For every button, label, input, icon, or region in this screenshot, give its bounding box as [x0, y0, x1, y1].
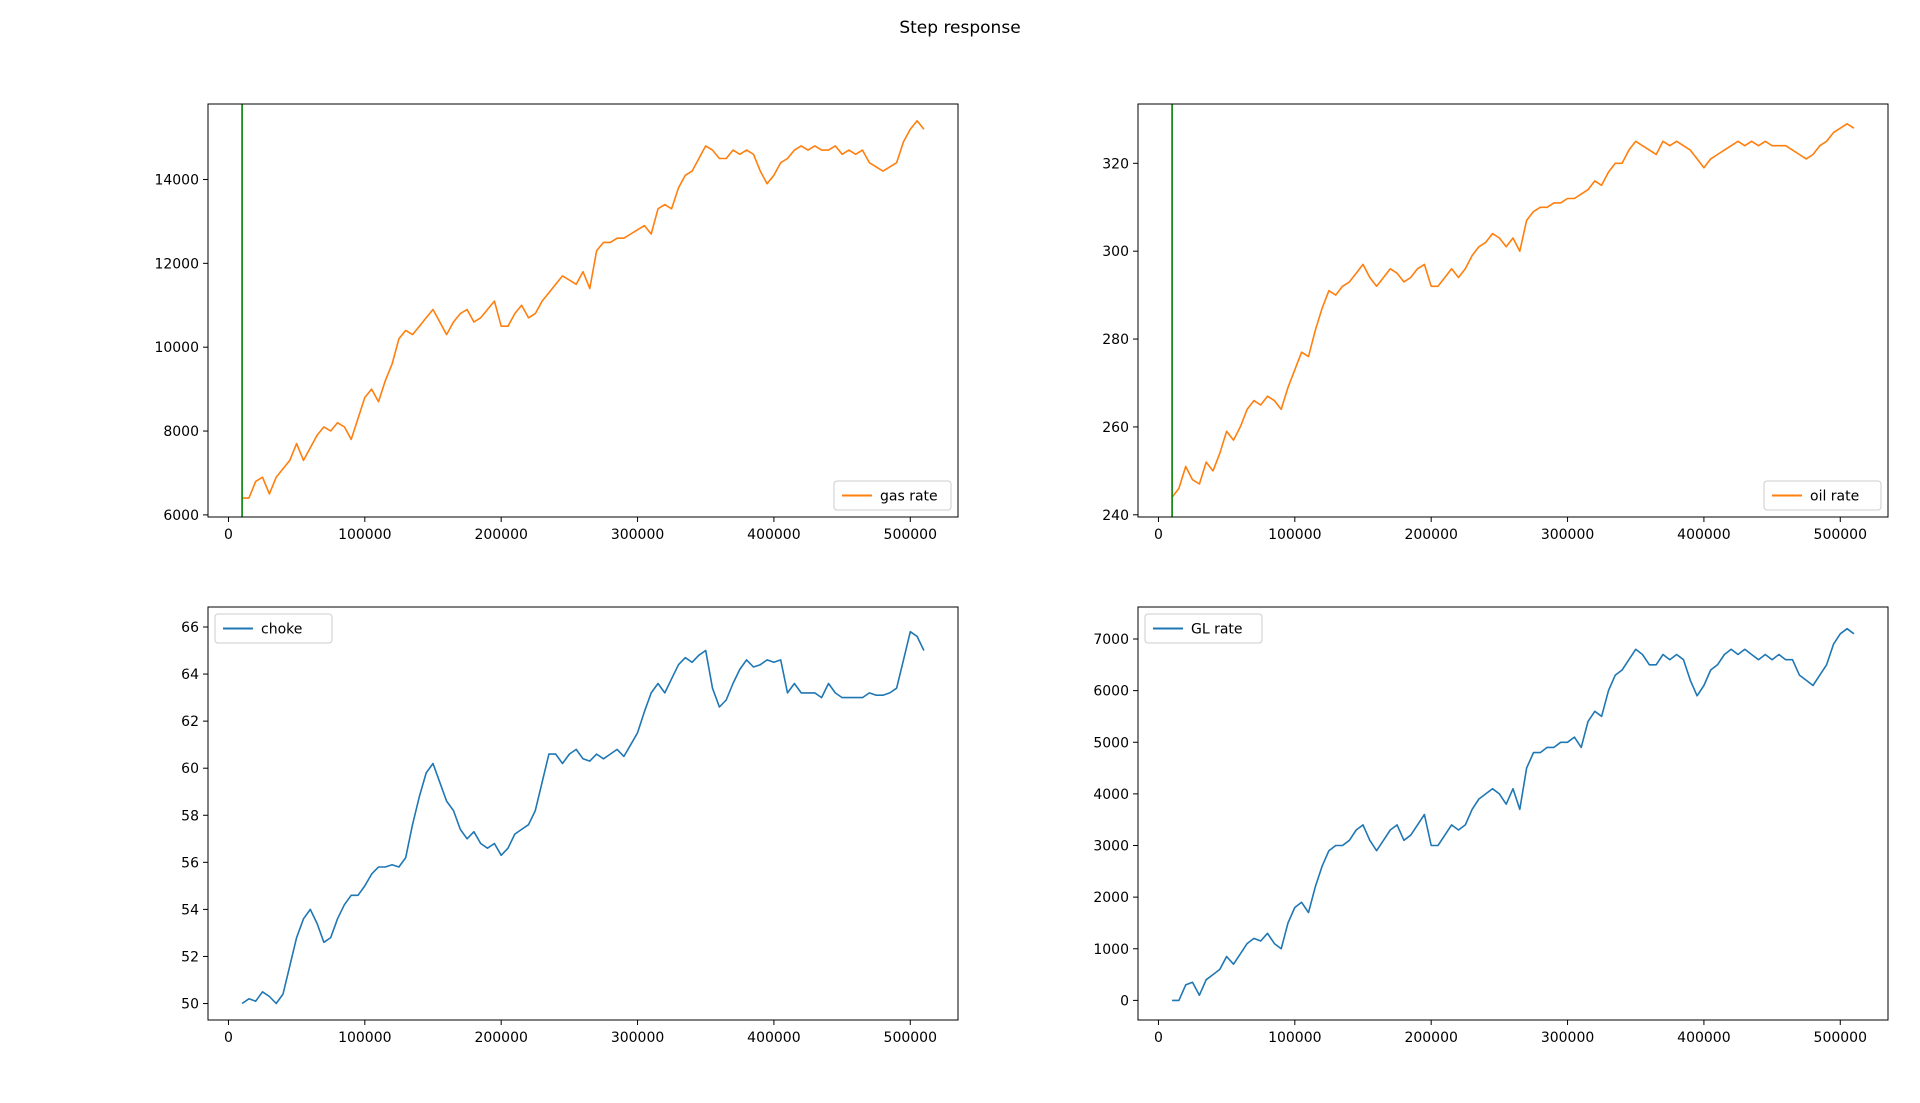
gl-rate-series-line	[1172, 627, 1855, 1002]
gas-rate-x-tick-label: 500000	[884, 527, 937, 543]
gl-rate-y-tick-label: 2000	[1093, 890, 1129, 906]
oil-rate-legend-label: oil rate	[1810, 489, 1859, 505]
choke-panel: 0 100000 200000 300000 400000 500000 50 52 54 56 5…	[181, 606, 959, 1046]
oil-rate-x-tick-label: 0	[1154, 527, 1163, 543]
choke-x-tick-label: 400000	[747, 1030, 800, 1046]
oil-rate-y-tick-label: 260	[1102, 420, 1129, 436]
figure-title: Step response	[899, 18, 1021, 38]
gas-rate-y-tick-label: 12000	[154, 256, 199, 272]
gl-rate-panel: 0 100000 200000 300000 400000 500000 0 1000 2000…	[1093, 606, 1889, 1046]
gl-rate-y-tick-label: 3000	[1093, 839, 1129, 855]
gas-rate-y-tick-label: 6000	[163, 508, 199, 524]
oil-rate-axes-frame	[1137, 103, 1889, 518]
gl-rate-y-tick-label: 7000	[1093, 632, 1129, 648]
choke-x-tick-label: 200000	[474, 1030, 527, 1046]
choke-x-tick-label: 300000	[611, 1030, 664, 1046]
choke-y-tick-label: 64	[181, 667, 199, 683]
gas-rate-panel: 0 100000 200000 300000 400000 500000 6000 8000 1…	[154, 103, 959, 543]
gl-rate-x-tick-label: 400000	[1677, 1030, 1730, 1046]
gl-rate-x-tick-label: 0	[1154, 1030, 1163, 1046]
gas-rate-x-tick-label: 0	[224, 527, 233, 543]
gas-rate-legend: gas rate	[833, 480, 952, 511]
choke-axes-frame	[207, 606, 959, 1021]
choke-series-line	[241, 630, 925, 1005]
choke-y-tick-label: 50	[181, 997, 199, 1013]
choke-x-tick-label: 0	[224, 1030, 233, 1046]
choke-legend: choke	[214, 613, 333, 644]
choke-y-tick-label: 58	[181, 808, 199, 824]
gas-rate-axes-frame	[207, 103, 959, 518]
choke-x-tick-label: 100000	[338, 1030, 391, 1046]
oil-rate-series-line	[1171, 123, 1855, 498]
gl-rate-y-tick-label: 1000	[1093, 942, 1129, 958]
gas-rate-legend-box	[833, 480, 952, 511]
gas-rate-x-tick-label: 100000	[338, 527, 391, 543]
oil-rate-y-tick-label: 240	[1102, 508, 1129, 524]
choke-y-tick-label: 54	[181, 902, 199, 918]
gl-rate-legend-box	[1144, 613, 1263, 644]
oil-rate-x-tick-label: 400000	[1677, 527, 1730, 543]
gl-rate-legend: GL rate	[1144, 613, 1263, 644]
oil-rate-y-tick-label: 300	[1102, 244, 1129, 260]
oil-rate-panel: 0 100000 200000 300000 400000 500000 240 260 280…	[1102, 103, 1889, 543]
oil-rate-legend-box	[1763, 480, 1882, 511]
choke-y-tick-label: 60	[181, 761, 199, 777]
oil-rate-y-tick-label: 320	[1102, 156, 1129, 172]
gl-rate-axes-frame	[1137, 606, 1889, 1021]
oil-rate-y-tick-label: 280	[1102, 332, 1129, 348]
gl-rate-y-tick-label: 6000	[1093, 684, 1129, 700]
gas-rate-x-tick-label: 400000	[747, 527, 800, 543]
gl-rate-x-tick-label: 300000	[1541, 1030, 1594, 1046]
oil-rate-x-tick-label: 200000	[1404, 527, 1457, 543]
gas-rate-y-tick-label: 8000	[163, 424, 199, 440]
choke-legend-label: choke	[261, 622, 302, 638]
oil-rate-x-tick-label: 500000	[1814, 527, 1867, 543]
gas-rate-y-tick-label: 10000	[154, 340, 199, 356]
choke-legend-box	[214, 613, 333, 644]
gl-rate-x-tick-label: 200000	[1404, 1030, 1457, 1046]
gl-rate-legend-label: GL rate	[1191, 622, 1243, 638]
gl-rate-x-tick-label: 100000	[1268, 1030, 1321, 1046]
gas-rate-x-tick-label: 200000	[474, 527, 527, 543]
choke-x-tick-label: 500000	[884, 1030, 937, 1046]
gas-rate-y-tick-label: 14000	[154, 172, 199, 188]
oil-rate-x-tick-label: 100000	[1268, 527, 1321, 543]
gl-rate-y-tick-label: 0	[1120, 993, 1129, 1009]
oil-rate-legend: oil rate	[1763, 480, 1882, 511]
gas-rate-legend-label: gas rate	[880, 489, 938, 505]
gl-rate-x-tick-label: 500000	[1814, 1030, 1867, 1046]
gas-rate-series-line	[242, 120, 925, 499]
gl-rate-y-tick-label: 4000	[1093, 787, 1129, 803]
oil-rate-x-tick-label: 300000	[1541, 527, 1594, 543]
choke-y-tick-label: 56	[181, 855, 199, 871]
choke-y-tick-label: 62	[181, 714, 199, 730]
choke-y-tick-label: 52	[181, 949, 199, 965]
choke-y-tick-label: 66	[181, 620, 199, 636]
gas-rate-x-tick-label: 300000	[611, 527, 664, 543]
gl-rate-y-tick-label: 5000	[1093, 735, 1129, 751]
